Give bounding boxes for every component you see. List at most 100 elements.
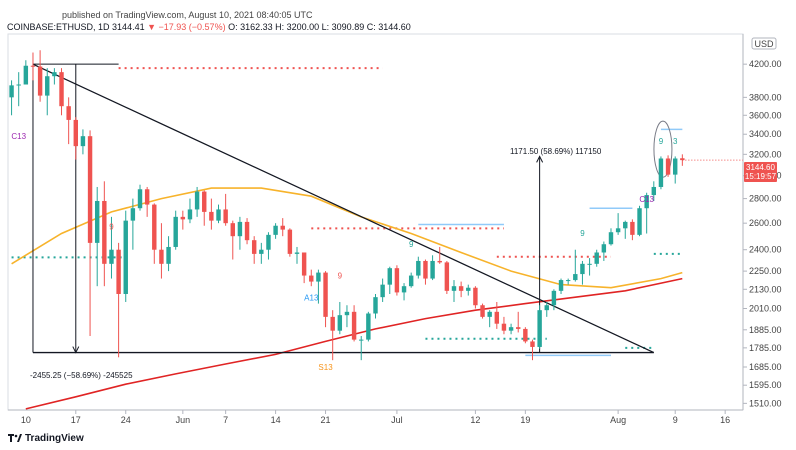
triangle-upper-line [32,63,655,354]
candle-body [630,221,635,235]
td-label: 3 [673,137,678,146]
candle-body [394,268,400,293]
candle-body [608,232,614,245]
candle-body [173,216,178,247]
x-tick-label: 7 [223,415,228,425]
y-tick-label: 1510.00 [749,398,782,408]
candle-body [9,85,14,98]
candle-body [52,72,57,77]
candle-body [601,244,607,253]
currency-badge[interactable]: USD [751,37,777,50]
y-tick-label: 1785.00 [749,343,782,353]
x-tick-label: 10 [21,415,31,425]
y-tick-label: 2010.00 [749,304,782,314]
bar-timer: 15:19:57 [745,172,777,181]
candle-body [680,158,685,161]
candle-body [194,191,200,210]
bottom-measure-label: -2455.25 (−58.69%) -245525 [30,371,133,380]
y-tick-label: 3200.00 [749,149,782,159]
symbol-header: COINBASE:ETHUSD, 1D 3144.41 ▼ −17.93 (−0… [7,22,411,32]
published-note: published on TradingView.com, August 10,… [62,10,313,20]
candle-body [94,200,100,243]
candle-body [580,263,585,275]
candle-body [351,311,357,340]
symbol-label[interactable]: COINBASE:ETHUSD, 1D [7,22,110,32]
x-tick-label: 24 [121,415,131,425]
time-axis[interactable]: 17 24 Jun 7 14 21 Jul 12 19 Aug 9 16 10 [21,410,730,425]
last-price: 3144.60 [746,163,775,172]
candle-body [537,310,542,347]
candle-body [109,249,114,264]
ohlc-change: ▼ −17.93 (−0.57%) [147,22,226,32]
candle-body [587,263,592,265]
candle-body [130,208,136,221]
candle-body [123,220,128,294]
td-label: C13 [639,195,654,204]
candle-body [401,286,407,293]
candle-body [373,297,378,314]
currency-label: USD [754,39,774,49]
candle-body [473,287,478,306]
candle-body [651,186,657,196]
candle-body [615,228,621,233]
candle-body [337,315,343,331]
candle-body [166,246,171,264]
candle-body [658,158,664,187]
candle-body [530,341,535,347]
candle-body [266,234,271,250]
x-tick-label: 21 [321,415,331,425]
candle-body [672,158,678,175]
td-label: 9 [659,137,664,146]
y-tick-label: 2250.00 [749,266,782,276]
candle-body [565,280,571,282]
candle-body [558,280,564,291]
candle-body [301,252,307,276]
y-tick-label: 3800.00 [749,92,782,102]
x-tick-label: Jun [176,415,191,425]
x-tick-label: 17 [71,415,81,425]
candle-body [480,305,485,317]
y-tick-label: 2800.00 [749,194,782,204]
ohlc-open: 3144.41 [112,22,145,32]
measure-down-arrowhead [72,346,80,354]
y-tick-label: 3400.00 [749,129,782,139]
candle-body [280,225,285,230]
candle-body [516,327,521,329]
candle-body [152,204,157,250]
candle-body [273,225,278,235]
y-tick-label: 2600.00 [749,218,782,228]
candle-body [73,119,79,147]
x-tick-label: 19 [520,415,530,425]
tradingview-logo-icon [8,434,22,442]
candle-body [501,323,507,331]
candle-body [80,136,86,147]
candle-body [573,274,578,281]
y-tick-label: 1685.00 [749,362,782,372]
candle-body [458,286,464,291]
td-levels [11,67,683,357]
candle-body [144,189,150,205]
candle-body [494,311,500,324]
candle-body [116,249,121,294]
y-tick-label: 4200.00 [749,59,782,69]
candle-body [444,262,450,291]
candle-body [287,229,293,254]
ma-long-line [25,277,683,410]
td-label: 9 [580,229,585,238]
candle-body [309,275,314,282]
x-tick-label: 12 [470,415,480,425]
candle-body [437,260,442,263]
candles [9,50,685,361]
candle-body [487,311,492,317]
y-tick-label: 2130.00 [749,284,782,294]
tradingview-footer[interactable]: TradingView [8,433,84,444]
td-label: A13 [304,293,319,302]
price-axis[interactable]: 4200.003800.003600.003400.003200.003000.… [743,59,782,408]
candle-body [251,240,257,254]
candle-body [202,191,207,212]
candle-body [323,272,328,317]
candle-body [330,316,335,331]
candle-body [187,209,193,220]
